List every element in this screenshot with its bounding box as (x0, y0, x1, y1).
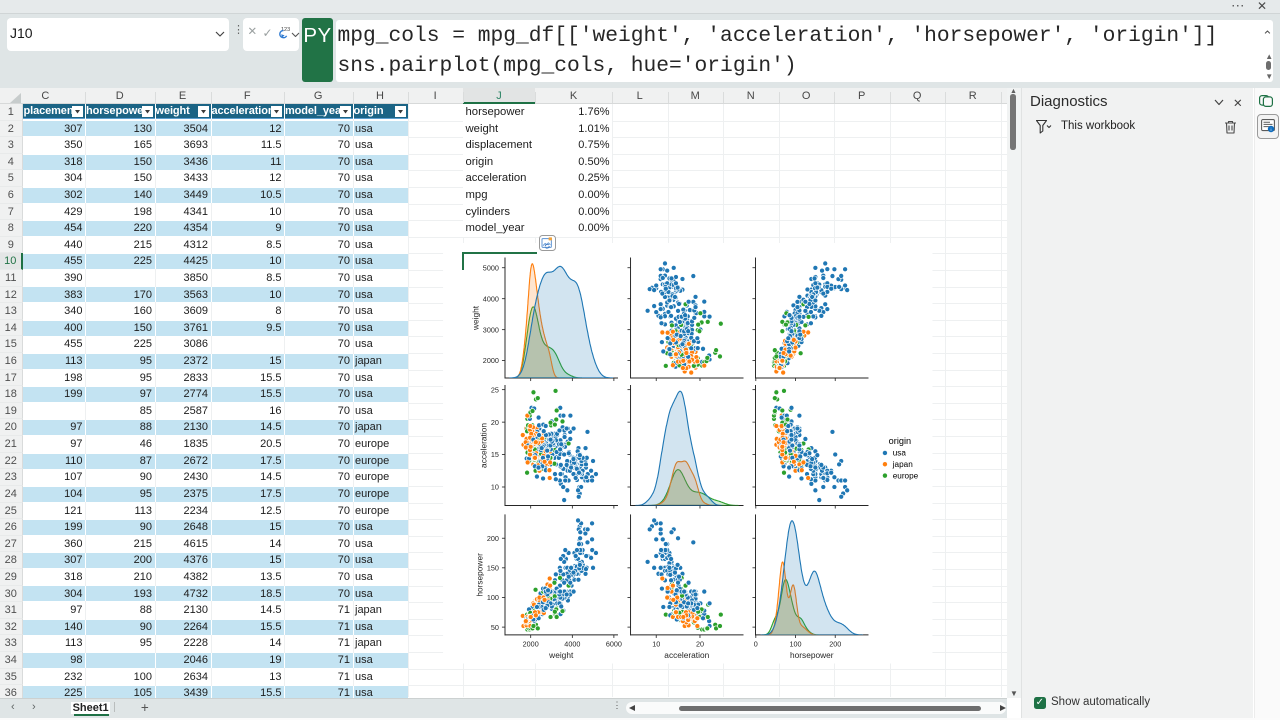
svg-text:4000: 4000 (564, 639, 580, 648)
svg-text:123: 123 (281, 27, 290, 33)
svg-text:20: 20 (491, 418, 499, 427)
svg-text:25: 25 (491, 385, 499, 394)
svg-text:weight: weight (470, 305, 480, 331)
svg-text:3000: 3000 (483, 325, 499, 334)
svg-text:20: 20 (696, 639, 704, 648)
svg-text:15: 15 (491, 450, 499, 459)
svg-text:2000: 2000 (483, 356, 499, 365)
svg-text:10: 10 (652, 639, 660, 648)
svg-text:0: 0 (754, 639, 758, 648)
svg-text:5000: 5000 (483, 263, 499, 272)
svg-text:100: 100 (789, 639, 801, 648)
svg-text:4000: 4000 (483, 294, 499, 303)
svg-text:2000: 2000 (523, 639, 539, 648)
svg-text:200: 200 (829, 639, 841, 648)
svg-text:50: 50 (491, 623, 499, 632)
svg-text:horsepower: horsepower (474, 553, 484, 597)
svg-text:weight: weight (548, 650, 574, 660)
svg-text:horsepower: horsepower (790, 650, 834, 660)
svg-text:acceleration: acceleration (478, 423, 488, 468)
svg-text:japan: japan (892, 460, 913, 469)
svg-text:usa: usa (893, 449, 907, 458)
svg-text:10: 10 (491, 483, 499, 492)
svg-text:150: 150 (487, 563, 499, 572)
svg-text:100: 100 (487, 593, 499, 602)
svg-text:acceleration: acceleration (664, 650, 709, 660)
svg-text:origin: origin (889, 436, 911, 446)
svg-text:i: i (1271, 127, 1272, 132)
svg-text:6000: 6000 (606, 639, 622, 648)
svg-text:europe: europe (893, 472, 919, 481)
svg-text:200: 200 (487, 534, 499, 543)
